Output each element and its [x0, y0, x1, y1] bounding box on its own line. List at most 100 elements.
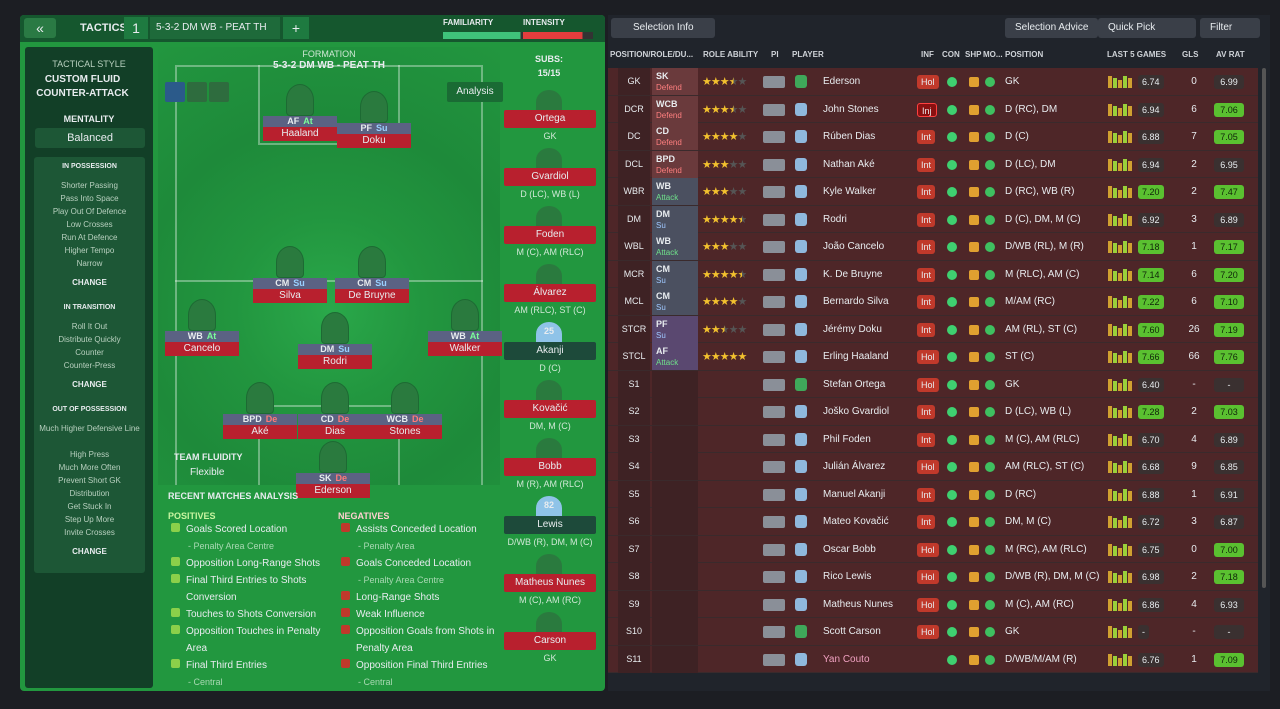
player-card[interactable]: SK De Ederson: [296, 473, 370, 498]
filter[interactable]: Filter: [1200, 18, 1260, 38]
table-row[interactable]: DCL BPD Defend ★★★★★ Nathan Aké Int D (LC), DM…: [608, 150, 1258, 178]
sub-name[interactable]: Foden: [504, 226, 596, 244]
player-name[interactable]: João Cancelo: [823, 241, 885, 252]
player-name[interactable]: Ederson: [823, 76, 861, 87]
change-button[interactable]: CHANGE: [72, 547, 107, 556]
table-row[interactable]: S1 Stefan Ortega Hol GK 6.40 - -: [608, 370, 1258, 398]
table-row[interactable]: S10 Scott Carson Hol GK - - -: [608, 618, 1258, 646]
table-row[interactable]: S8 Rico Lewis Hol D/WB (R), DM, M (C) 6.98 2 7…: [608, 563, 1258, 591]
role-cell[interactable]: [652, 645, 698, 673]
table-row[interactable]: S3 Phil Foden Int M (C), AM (RLC) 6.70 4 6.89: [608, 425, 1258, 453]
table-row[interactable]: MCL CM Su ★★★★★ Bernardo Silva Int M/AM (RC) 7.…: [608, 288, 1258, 316]
player-card[interactable]: WCB De Stones: [368, 414, 442, 439]
sub-name[interactable]: Akanji: [504, 342, 596, 360]
role-cell[interactable]: SK Defend: [652, 68, 698, 95]
column-header[interactable]: CON: [942, 50, 960, 59]
role-cell[interactable]: AF Attack: [652, 343, 698, 370]
column-header[interactable]: PI: [771, 50, 779, 59]
column-header[interactable]: POSITION: [1005, 50, 1044, 59]
role-cell[interactable]: [652, 453, 698, 480]
table-row[interactable]: DM DM Su ★★★★★ Rodri Int D (C), DM, M (C) 6.92 3…: [608, 205, 1258, 233]
role-cell[interactable]: [652, 563, 698, 590]
role-cell[interactable]: CM Su: [652, 260, 698, 288]
player-name[interactable]: Yan Couto: [823, 653, 870, 665]
sub-name[interactable]: Lewis: [504, 516, 596, 534]
table-row[interactable]: S4 Julián Álvarez Hol AM (RLC), ST (C) 6.68 9…: [608, 453, 1258, 481]
player-card[interactable]: CM Su Silva: [253, 278, 327, 303]
table-row[interactable]: STCL AF Attack ★★★★★ Erling Haaland Hol ST (C)…: [608, 343, 1258, 371]
player-name[interactable]: Phil Foden: [823, 433, 871, 445]
change-button[interactable]: CHANGE: [72, 278, 107, 287]
player-name[interactable]: Matheus Nunes: [823, 598, 894, 610]
player-name[interactable]: Stefan Ortega: [823, 378, 886, 390]
table-row[interactable]: WBR WB Attack ★★★★★ Kyle Walker Int D (RC), WB…: [608, 178, 1258, 206]
quick-pick[interactable]: Quick Pick: [1098, 18, 1196, 38]
table-row[interactable]: DC CD Defend ★★★★★ Rúben Dias Int D (C) 6.88 7 7.…: [608, 123, 1258, 151]
table-row[interactable]: S11 Yan Couto D/WB/M/AM (R) 6.76 1 7.09: [608, 645, 1258, 673]
column-header[interactable]: INF: [921, 50, 934, 59]
role-cell[interactable]: [652, 370, 698, 398]
table-row[interactable]: GK SK Defend ★★★★★ Ederson Hol GK 6.74 0 6.99: [608, 68, 1258, 96]
table-row[interactable]: S6 Mateo Kovačić Int DM, M (C) 6.72 3 6.87: [608, 508, 1258, 536]
table-row[interactable]: DCR WCB Defend ★★★★★ John Stones Inj D (RC), D…: [608, 95, 1258, 123]
table-row[interactable]: STCR PF Su ★★★★★ Jérémy Doku Int AM (RL), ST (…: [608, 315, 1258, 343]
player-name[interactable]: Mateo Kovačić: [823, 516, 889, 527]
role-cell[interactable]: [652, 508, 698, 535]
role-cell[interactable]: BPD Defend: [652, 150, 698, 178]
role-cell[interactable]: [652, 590, 698, 618]
player-name[interactable]: K. De Bruyne: [823, 268, 883, 280]
role-cell[interactable]: CM Su: [652, 288, 698, 315]
role-cell[interactable]: [652, 480, 698, 508]
column-header[interactable]: GLS: [1182, 50, 1199, 59]
view-icon[interactable]: [165, 82, 185, 102]
player-name[interactable]: Rico Lewis: [823, 571, 872, 582]
player-card[interactable]: WB At Cancelo: [165, 331, 239, 356]
sub-name[interactable]: Álvarez: [504, 284, 596, 302]
player-card[interactable]: CD De Dias: [298, 414, 372, 439]
role-cell[interactable]: WCB Defend: [652, 95, 698, 123]
table-row[interactable]: S2 Joško Gvardiol Int D (LC), WB (L) 7.28 2 7.…: [608, 398, 1258, 426]
player-name[interactable]: Manuel Akanji: [823, 488, 886, 500]
tactic-slot[interactable]: 1: [124, 17, 148, 39]
role-cell[interactable]: [652, 425, 698, 453]
role-cell[interactable]: PF Su: [652, 315, 698, 343]
column-header[interactable]: PLAYER: [792, 50, 824, 59]
player-name[interactable]: John Stones: [823, 103, 879, 115]
table-row[interactable]: WBL WB Attack ★★★★★ João Cancelo Int D/WB (RL)…: [608, 233, 1258, 261]
player-card[interactable]: DM Su Rodri: [298, 344, 372, 369]
player-name[interactable]: Julián Álvarez: [823, 461, 886, 472]
change-button[interactable]: CHANGE: [72, 380, 107, 389]
sub-name[interactable]: Gvardiol: [504, 168, 596, 186]
player-card[interactable]: WB At Walker: [428, 331, 502, 356]
analysis-button[interactable]: Analysis: [447, 82, 503, 102]
view-icon[interactable]: [209, 82, 229, 102]
player-card[interactable]: BPD De Aké: [223, 414, 297, 439]
player-name[interactable]: Rúben Dias: [823, 131, 876, 142]
column-header[interactable]: MO...: [983, 50, 1003, 59]
player-name[interactable]: Nathan Aké: [823, 158, 875, 170]
role-cell[interactable]: CD Defend: [652, 123, 698, 150]
table-row[interactable]: S9 Matheus Nunes Hol M (C), AM (RC) 6.86 4 6.9…: [608, 590, 1258, 618]
column-header[interactable]: ROLE ABILITY: [703, 50, 759, 59]
player-name[interactable]: Joško Gvardiol: [823, 406, 890, 417]
player-card[interactable]: PF Su Doku: [337, 123, 411, 148]
column-header[interactable]: AV RAT: [1216, 50, 1245, 59]
role-cell[interactable]: DM Su: [652, 205, 698, 233]
role-cell[interactable]: [652, 618, 698, 645]
player-name[interactable]: Bernardo Silva: [823, 296, 889, 307]
player-name[interactable]: Erling Haaland: [823, 351, 889, 362]
sub-name[interactable]: Carson: [504, 632, 596, 650]
view-icon[interactable]: [187, 82, 207, 102]
analysis-title[interactable]: RECENT MATCHES ANALYSIS: [168, 491, 299, 501]
player-card[interactable]: CM Su De Bruyne: [335, 278, 409, 303]
sub-name[interactable]: Kovačić: [504, 400, 596, 418]
back-button[interactable]: «: [24, 18, 56, 38]
selection-advice[interactable]: Selection Advice: [1005, 18, 1099, 38]
role-cell[interactable]: WB Attack: [652, 178, 698, 205]
player-name[interactable]: Jérémy Doku: [823, 323, 882, 335]
sub-name[interactable]: Bobb: [504, 458, 596, 476]
selection-info[interactable]: Selection Info: [611, 18, 715, 38]
mentality-select[interactable]: Balanced: [35, 128, 145, 148]
table-row[interactable]: S5 Manuel Akanji Int D (RC) 6.88 1 6.91: [608, 480, 1258, 508]
column-header[interactable]: LAST 5 GAMES: [1107, 50, 1167, 59]
